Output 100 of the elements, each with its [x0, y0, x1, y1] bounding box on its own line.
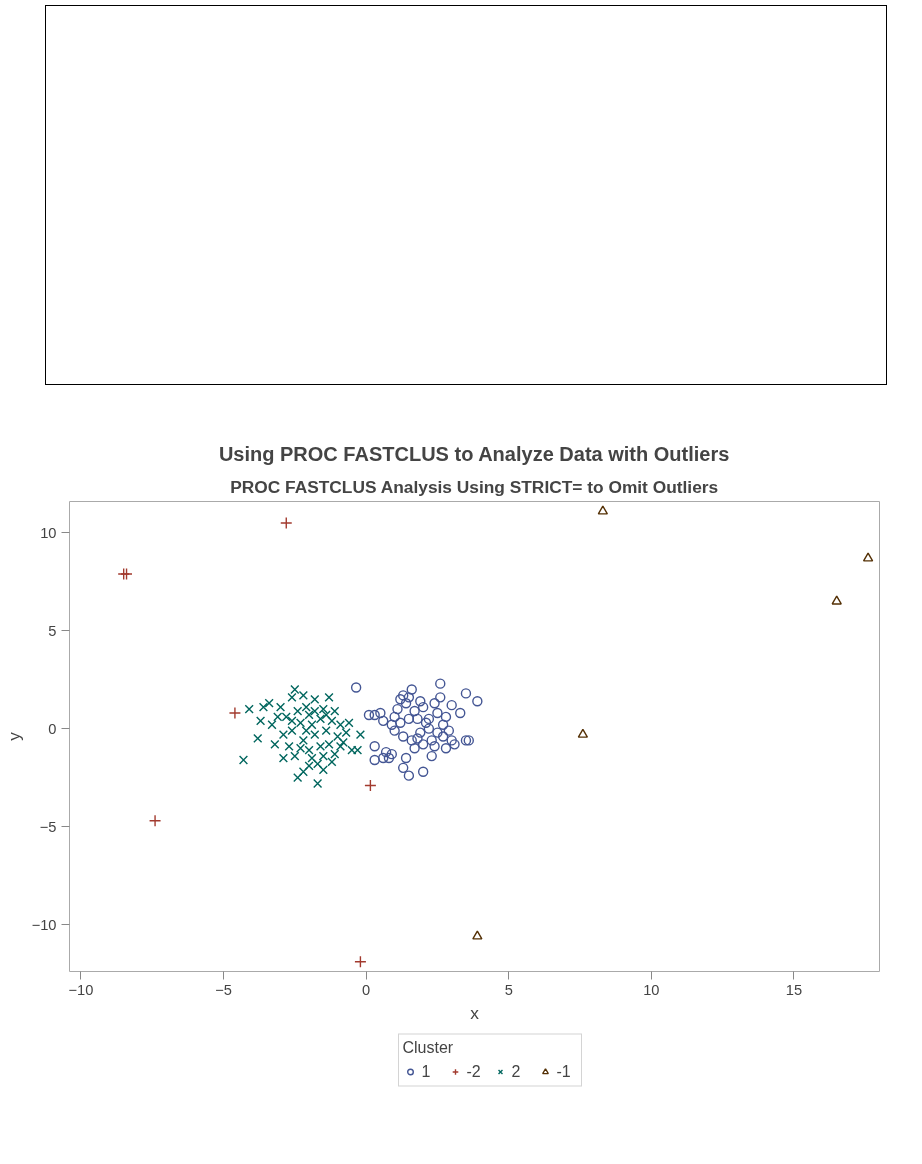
point [378, 752, 389, 764]
point [440, 711, 452, 723]
point [403, 692, 415, 703]
chart-subtitle: PROC FASTCLUS Analysis Using STRICT= to Omit Outliers [230, 476, 719, 497]
point [420, 717, 432, 728]
point [321, 710, 331, 720]
point [389, 725, 400, 736]
point [290, 684, 300, 695]
point [423, 713, 435, 725]
x-axis-title: x [470, 1002, 480, 1023]
point [398, 690, 409, 701]
point [264, 698, 274, 708]
point [395, 717, 406, 728]
point [287, 726, 297, 736]
point [862, 552, 874, 562]
point [341, 727, 351, 738]
point [321, 726, 331, 736]
y-tick-label: 0 [48, 720, 57, 737]
point [443, 725, 455, 736]
point [406, 735, 417, 746]
point [278, 753, 288, 763]
point [831, 595, 842, 605]
point [258, 702, 269, 712]
point [392, 703, 403, 715]
point [313, 778, 323, 789]
point [310, 729, 320, 740]
point [369, 709, 380, 721]
point [460, 688, 472, 699]
point [409, 743, 420, 754]
point [244, 704, 254, 714]
point [318, 751, 328, 761]
point [446, 699, 457, 711]
x-tick-label: −10 [68, 981, 94, 998]
point [378, 715, 389, 727]
point [406, 684, 417, 695]
point [449, 739, 460, 750]
point [429, 741, 440, 752]
point [597, 505, 609, 515]
x-tick-label: 0 [362, 981, 371, 998]
point [338, 737, 348, 747]
y-axis-title: y [3, 731, 24, 741]
point [350, 682, 362, 693]
point [437, 719, 449, 730]
legend-label: -1 [556, 1062, 572, 1081]
point [426, 735, 437, 746]
point [417, 739, 429, 750]
point [369, 754, 380, 766]
point [417, 701, 429, 713]
point [380, 746, 392, 758]
point [363, 709, 375, 721]
point [395, 694, 406, 705]
point [446, 735, 457, 746]
point [327, 757, 337, 767]
point [228, 706, 242, 720]
point [412, 733, 423, 744]
point [293, 706, 303, 716]
point [298, 767, 308, 777]
point [403, 770, 415, 781]
point [315, 714, 326, 724]
point [280, 516, 293, 530]
point [238, 755, 249, 765]
point [278, 729, 288, 740]
point [310, 694, 320, 704]
point [435, 678, 446, 689]
point [290, 751, 300, 761]
point [472, 930, 483, 940]
point [409, 705, 420, 717]
y-tick-label: −5 [39, 818, 57, 835]
point [148, 814, 162, 827]
point [398, 762, 409, 774]
point [307, 720, 317, 730]
point [293, 773, 303, 783]
point [386, 748, 397, 760]
point [330, 749, 340, 759]
point [383, 752, 395, 764]
point [324, 692, 334, 702]
point [389, 711, 400, 723]
point [301, 726, 311, 736]
point [426, 750, 437, 762]
point [432, 707, 443, 719]
point [364, 779, 377, 792]
point [333, 731, 343, 742]
point [423, 723, 435, 734]
point [440, 743, 452, 754]
chart-title: Using PROC FASTCLUS to Analyze Data with Outliers [218, 442, 730, 465]
point [432, 727, 443, 738]
legend-label: 2 [511, 1062, 522, 1081]
point [369, 741, 380, 752]
x-tick-label: 5 [504, 981, 513, 998]
point [253, 733, 263, 744]
legend-title: Cluster [402, 1038, 455, 1057]
point [301, 702, 311, 712]
y-tick-label: 10 [40, 524, 57, 541]
point [327, 716, 337, 726]
point [287, 692, 297, 702]
point [355, 729, 365, 740]
point [400, 752, 412, 764]
y-tick-label: −10 [31, 916, 57, 933]
point [307, 753, 317, 763]
point [400, 698, 412, 709]
